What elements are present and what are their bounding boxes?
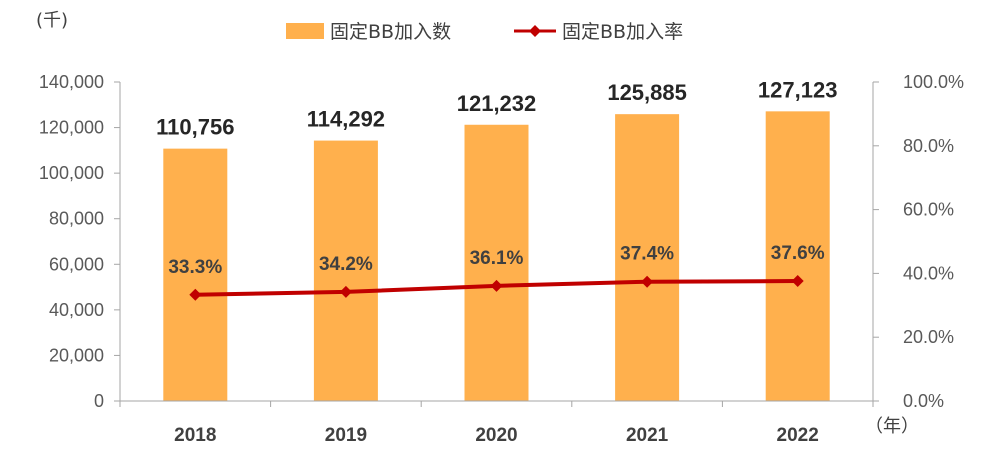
- bar: [163, 148, 228, 401]
- legend-line-label: 固定BB加入率: [562, 21, 683, 43]
- rate-marker: [490, 279, 503, 292]
- left-tick-label: 100,000: [39, 163, 104, 183]
- bar-value-label: 114,292: [307, 107, 385, 132]
- left-tick-label: 60,000: [49, 254, 104, 274]
- left-tick-label: 120,000: [39, 118, 104, 138]
- x-tick-label: 2021: [626, 425, 669, 446]
- bar: [615, 114, 680, 401]
- x-tick-label: 2019: [325, 425, 367, 446]
- left-axis-unit: (千): [36, 10, 68, 31]
- right-tick-label: 60.0%: [903, 200, 954, 220]
- left-tick-label: 140,000: [39, 72, 104, 92]
- rate-value-label: 36.1%: [470, 248, 524, 269]
- bar: [313, 140, 378, 401]
- right-tick-label: 40.0%: [903, 263, 954, 283]
- right-tick-label: 0.0%: [903, 391, 944, 411]
- rate-value-label: 33.3%: [168, 257, 222, 278]
- legend: 固定BB加入数 固定BB加入率: [286, 21, 683, 43]
- left-tick-label: 80,000: [49, 209, 104, 229]
- bar-value-label: 127,123: [758, 77, 838, 102]
- legend-line-marker: [529, 25, 541, 37]
- left-tick-label: 0: [94, 391, 104, 411]
- left-tick-label: 20,000: [49, 345, 104, 365]
- right-tick-label: 80.0%: [903, 136, 954, 156]
- x-tick-label: 2020: [475, 425, 517, 446]
- rate-value-label: 37.4%: [620, 244, 674, 265]
- rate-marker: [339, 285, 352, 298]
- bar-series: 110,756 114,292 121,232 125,885 127,123: [156, 77, 838, 402]
- x-axis: 2018 2019 2020 2021 2022: [119, 401, 874, 446]
- legend-bar-swatch: [286, 23, 324, 39]
- right-tick-label: 20.0%: [903, 327, 954, 347]
- x-tick-label: 2018: [174, 425, 216, 446]
- rate-value-label: 37.6%: [771, 243, 825, 264]
- rate-marker: [791, 275, 804, 288]
- left-axis: 0 20,000 40,000 60,000 80,000 100,000 120,000 1…: [39, 72, 120, 411]
- rate-value-label: 34.2%: [319, 254, 373, 275]
- x-axis-unit: （年）: [865, 416, 919, 437]
- bar: [765, 111, 830, 402]
- x-tick-label: 2022: [777, 425, 819, 446]
- bar-value-label: 125,885: [607, 80, 687, 105]
- bar-value-label: 121,232: [457, 91, 537, 116]
- right-axis: 0.0% 20.0% 40.0% 60.0% 80.0% 100.0%: [873, 72, 964, 411]
- bar: [464, 124, 529, 402]
- line-series: 33.3% 34.2% 36.1% 37.4% 37.6%: [168, 243, 825, 301]
- left-tick-label: 40,000: [49, 300, 104, 320]
- rate-marker: [641, 275, 654, 288]
- bar-value-label: 110,756: [156, 115, 234, 140]
- legend-bar-label: 固定BB加入数: [330, 21, 451, 43]
- right-tick-label: 100.0%: [903, 72, 964, 92]
- rate-marker: [189, 288, 202, 301]
